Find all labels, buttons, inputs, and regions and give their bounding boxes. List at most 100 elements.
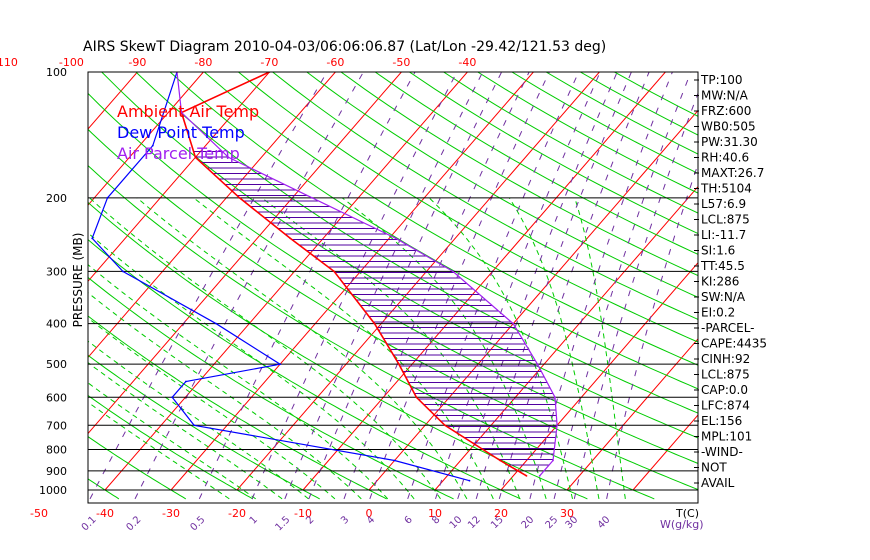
dry-adiabat-line: [88, 128, 698, 491]
air-parcel-temp-line: [176, 72, 558, 477]
index-value: TH:5104: [700, 182, 752, 196]
air-parcel-temp-point: [394, 237, 397, 240]
moist-adiabat-line: [88, 340, 309, 500]
index-value: LI:-11.7: [701, 228, 746, 242]
series-layer: [91, 72, 559, 482]
plot-frame: [87, 71, 699, 504]
dew-point-temp-point: [91, 237, 94, 240]
mixing-ratio-line: [134, 72, 364, 500]
moist-adiabat-line: [88, 292, 362, 500]
legend-entry: Dew Point Temp: [117, 123, 245, 142]
moist-adiabat-line: [89, 197, 441, 500]
index-value: EI:0.2: [701, 306, 735, 320]
index-value: CINH:92: [701, 352, 750, 366]
legend-entry: Air Parcel Temp: [117, 144, 240, 163]
dew-point-temp-point: [106, 196, 109, 199]
isotherm-line: [88, 72, 402, 435]
dry-adiabat-line: [340, 72, 698, 277]
bottom-temp-tick-label: -50: [30, 507, 48, 520]
index-value: MPL:101: [701, 430, 752, 444]
mixing-ratio-line: [457, 72, 618, 500]
mixing-ratio-tick-label: 0.2: [124, 514, 143, 533]
mixing-ratio-tick-label: 40: [596, 514, 613, 531]
pressure-tick-label: 200: [46, 192, 67, 205]
mixing-ratio-line: [198, 72, 416, 500]
mixing-ratio-line: [89, 72, 328, 500]
pressure-tick-label: 800: [46, 443, 67, 456]
ambient-air-temp-point: [415, 396, 418, 399]
dry-adiabat-line: [101, 72, 698, 439]
index-value: LCL:875: [701, 368, 750, 382]
air-parcel-temp-point: [538, 474, 541, 477]
isotherm-line: [88, 72, 204, 206]
top-temp-tick-label: -90: [128, 56, 146, 69]
top-temp-tick-label: -60: [326, 56, 344, 69]
dry-adiabat-line: [272, 72, 698, 321]
dry-adiabat-line: [88, 201, 588, 500]
air-parcel-temp-point: [554, 396, 556, 399]
ambient-air-temp-point: [238, 196, 241, 199]
ambient-air-temp-line: [180, 72, 527, 477]
dry-adiabat-line: [306, 72, 698, 298]
moist-adiabat-line: [428, 197, 573, 500]
pressure-tick-label: 400: [46, 318, 67, 331]
dew-point-temp-point: [393, 459, 396, 462]
dry-adiabat-line: [88, 239, 521, 500]
top-temp-tick-label: -40: [458, 56, 476, 69]
dry-adiabat-line: [203, 72, 698, 366]
moist-adiabat-line: [88, 401, 230, 500]
air-parcel-temp-point: [552, 459, 554, 462]
index-value: LFC:874: [701, 399, 750, 413]
air-parcel-temp-point: [180, 111, 183, 114]
mixing-ratio-tick-label: 2: [304, 514, 316, 526]
mixing-ratio-line: [369, 72, 550, 500]
index-value: FRZ:600: [701, 104, 751, 118]
moist-adiabat-line: [261, 197, 521, 500]
chart-title: AIRS SkewT Diagram 2010-04-03/06:06:06.8…: [83, 39, 606, 55]
mixing-ratio-tick-label: 12: [466, 514, 483, 531]
mixing-ratio-line: [251, 72, 458, 500]
dry-adiabat-line: [88, 315, 387, 500]
moist-adiabat-line: [136, 197, 468, 500]
index-value: TT:45.5: [700, 259, 745, 273]
dry-adiabat-line: [169, 72, 698, 390]
dry-adiabat-line: [88, 276, 454, 500]
dry-adiabat-line: [88, 478, 120, 500]
bottom-temp-tick-label: 20: [494, 507, 508, 520]
index-value: LCL:875: [701, 213, 750, 227]
mixing-ratio-line: [553, 72, 692, 500]
grid-layer: [88, 72, 698, 500]
ambient-air-temp-point: [289, 237, 292, 240]
pressure-tick-label: 700: [46, 419, 67, 432]
axis-layer: 1002003004005006007008009001000-120-110-…: [0, 56, 613, 533]
bottom-temp-tick-label: -30: [162, 507, 180, 520]
mixing-ratio-tick-label: 10: [448, 514, 465, 531]
dew-point-temp-point: [184, 380, 187, 383]
legend-entry: Ambient Air Temp: [117, 102, 259, 121]
top-temp-tick-label: -110: [0, 56, 18, 69]
top-temp-tick-label: -50: [392, 56, 410, 69]
pressure-tick-label: 900: [46, 465, 67, 478]
mixing-ratio-tick-label: 20: [520, 514, 537, 531]
index-value: L57:6.9: [701, 197, 746, 211]
y-axis-label: PRESSURE (MB): [71, 233, 85, 328]
dew-point-temp-point: [151, 144, 154, 147]
mixing-ratio-label: W(g/kg): [660, 518, 704, 531]
index-value: RH:40.6: [701, 151, 749, 165]
mixing-ratio-line: [308, 72, 503, 500]
air-parcel-temp-point: [512, 322, 515, 325]
isotherm-line: [236, 72, 600, 491]
air-parcel-temp-point: [227, 156, 230, 159]
pressure-tick-label: 100: [46, 66, 67, 79]
index-value: AVAIL: [701, 476, 735, 490]
isotherm-line: [566, 338, 698, 491]
ambient-air-temp-point: [373, 322, 376, 325]
mixing-ratio-line: [407, 72, 580, 500]
dry-adiabat-line: [88, 92, 698, 464]
mixing-ratio-line: [475, 72, 632, 500]
cape-hatch: [193, 151, 557, 466]
index-value: KI:286: [701, 275, 739, 289]
dew-point-temp-point: [215, 322, 218, 325]
bottom-temp-tick-label: 30: [560, 507, 574, 520]
